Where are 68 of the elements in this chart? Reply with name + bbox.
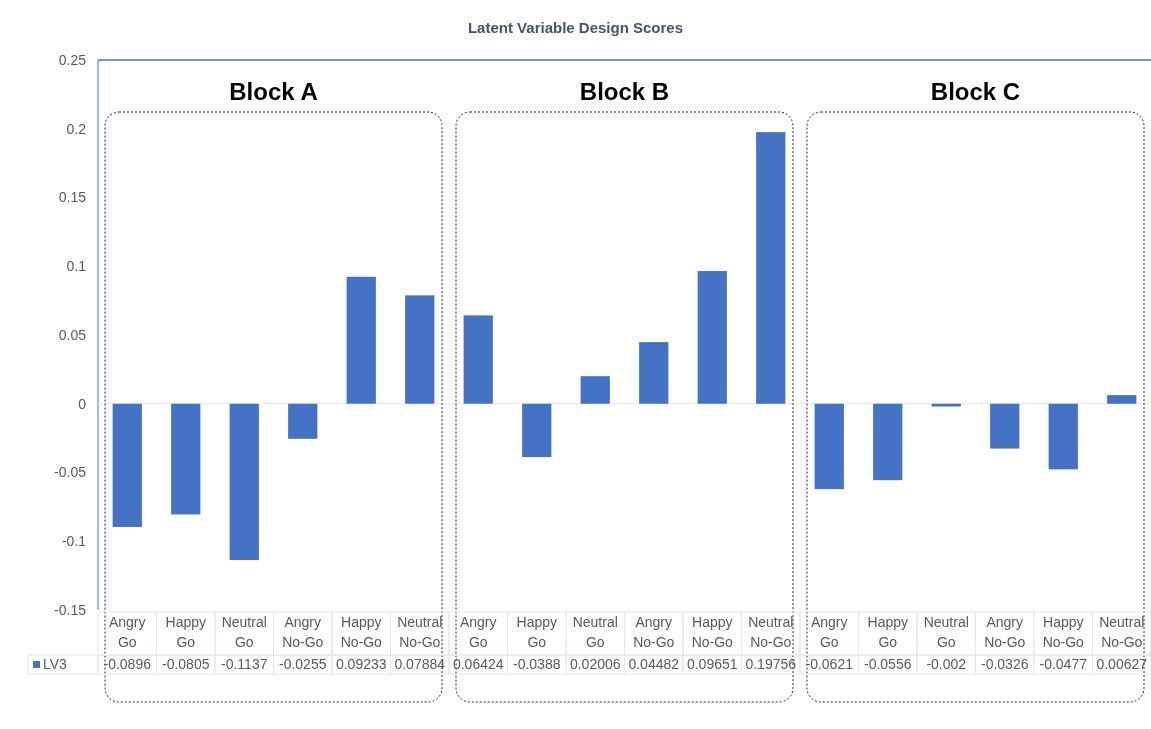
x-tick-label: Angry No-Go: [282, 614, 324, 650]
x-tick-label: Happy Go: [516, 614, 557, 650]
x-tick-label: Angry Go: [459, 614, 497, 650]
y-tick-label: -0.15: [54, 601, 87, 618]
data-label: 0.06424: [452, 656, 504, 672]
bar: [522, 403, 552, 458]
x-tick-label: Neutral No-Go: [748, 614, 794, 650]
bar: [171, 403, 201, 515]
data-label: -0.002: [926, 656, 967, 672]
y-tick-label: 0.05: [58, 326, 87, 343]
x-tick-label: Angry No-Go: [633, 614, 675, 650]
data-label: -0.0326: [981, 656, 1029, 672]
bar: [873, 403, 903, 481]
bar: [229, 403, 259, 561]
y-tick-label: -0.05: [54, 464, 87, 481]
x-tick-label: Happy No-Go: [1042, 614, 1085, 650]
y-tick-label: 0.2: [66, 120, 87, 137]
x-tick-label: Neutral Go: [572, 614, 618, 650]
x-tick-label: Happy No-Go: [691, 614, 734, 650]
bar: [463, 315, 493, 404]
y-tick-label: -0.1: [61, 533, 87, 550]
y-tick-label: 0.25: [58, 51, 87, 68]
x-tick-label: Happy Go: [867, 614, 908, 650]
data-label: -0.0255: [279, 656, 327, 672]
x-tick-label: Happy No-Go: [340, 614, 383, 650]
data-label: 0.09651: [686, 656, 738, 672]
chart-title: Latent Variable Design Scores: [467, 19, 684, 36]
annotation: Block B: [579, 78, 670, 105]
data-label: -0.0805: [162, 656, 210, 672]
bar: [405, 295, 435, 404]
data-label: -0.0388: [513, 656, 561, 672]
bar: [1107, 395, 1137, 404]
y-tick-label: 0.1: [66, 258, 87, 275]
annotation: Block C: [930, 78, 1021, 105]
data-label: -0.0896: [103, 656, 152, 672]
bar: [814, 403, 844, 490]
data-label: 0.09233: [335, 656, 387, 672]
x-tick-label: Neutral No-Go: [397, 614, 443, 650]
data-label: -0.0621: [805, 656, 854, 672]
bar: [756, 132, 786, 404]
bar: [931, 403, 961, 407]
bar: [346, 276, 376, 404]
data-label: -0.0556: [864, 656, 912, 672]
annotation: Block A: [229, 78, 318, 105]
x-tick-label: Neutral Go: [923, 614, 969, 650]
y-tick-label: 0: [78, 395, 87, 412]
bar: [288, 403, 318, 439]
data-label: -0.1137: [221, 656, 268, 672]
data-label: -0.0477: [1039, 656, 1088, 672]
bar: [1048, 403, 1078, 470]
bar: [580, 376, 610, 404]
x-tick-label: Angry Go: [108, 614, 146, 650]
data-label: 0.02006: [569, 656, 621, 672]
bar: [112, 403, 142, 527]
data-label: 0.19756: [745, 656, 797, 672]
y-tick-label: 0.15: [58, 189, 87, 206]
x-tick-label: Neutral No-Go: [1099, 614, 1145, 650]
data-label: 0.04482: [628, 656, 680, 672]
legend-label: LV3: [43, 656, 68, 672]
x-tick-label: Angry No-Go: [984, 614, 1026, 650]
x-tick-label: Neutral Go: [221, 614, 267, 650]
bar: [639, 342, 669, 404]
data-label: 0.00627: [1096, 656, 1148, 672]
bar: [697, 271, 727, 404]
x-tick-label: Angry Go: [810, 614, 848, 650]
data-label: 0.07884: [394, 656, 446, 672]
bar: [990, 403, 1020, 449]
x-tick-label: Happy Go: [165, 614, 206, 650]
